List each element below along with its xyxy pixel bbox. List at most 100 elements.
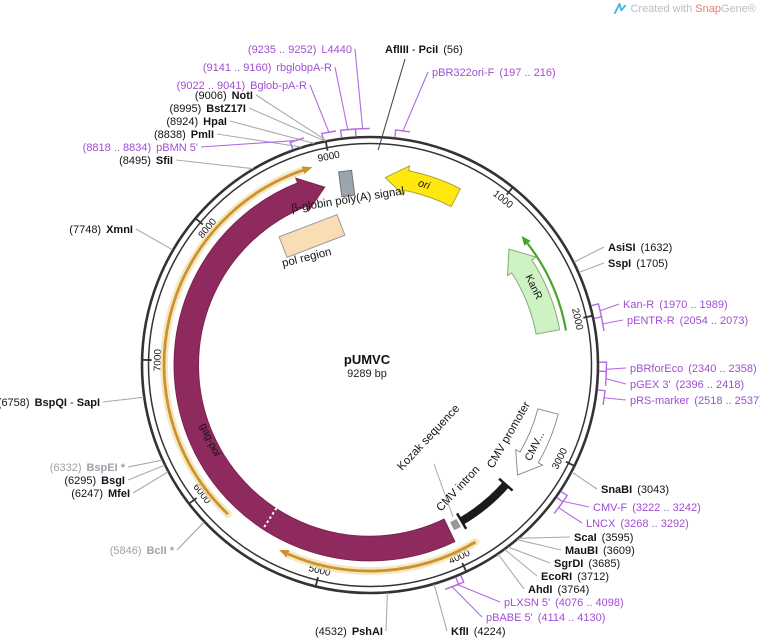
tick-1000: [506, 186, 514, 196]
site-label-pGEX-3-: pGEX 3' (2396 .. 2418): [630, 379, 744, 391]
primer-mark-pENTR-R: [594, 315, 605, 332]
callout-line-SspI: [578, 262, 605, 273]
feature-cmv-intron: [459, 482, 509, 525]
tick-label-7000: 7000: [152, 349, 164, 372]
callout-line-BspQI-SapI: [102, 396, 144, 403]
site-label-Kan-R: Kan-R (1970 .. 1989): [623, 299, 728, 311]
primer-mark-pBR322ori-F: [394, 129, 411, 138]
snapgene-logo-icon: [614, 2, 627, 15]
watermark: Created with SnapGene®: [613, 2, 756, 15]
watermark-created-with: Created with: [630, 2, 696, 15]
callout-line-MfeI: [132, 471, 169, 494]
callout-line-pBRforEco: [605, 367, 627, 370]
callout-line-BstZ17I: [248, 107, 326, 142]
primer-mark-pGEX-3-: [598, 370, 608, 386]
tick-label-1000: 1000: [491, 189, 516, 212]
site-label-pBRforEco: pBRforEco (2340 .. 2358): [630, 363, 757, 375]
tick-9000: [324, 141, 329, 151]
feature-kozak-sequence: [450, 518, 461, 531]
callout-line-AflIII-PciI: [377, 58, 406, 151]
cmv-intron-label: CMV intron: [434, 464, 482, 514]
site-label-BstZ17I: (8995) BstZ17I: [169, 103, 246, 115]
callout-line-pENTR-R: [602, 319, 624, 325]
site-label-EcoRI: EcoRI (3712): [541, 571, 609, 583]
callout-line-XmnI: [135, 228, 173, 251]
plasmid-name: pUMVC: [343, 352, 391, 367]
site-label-BspEI-: (6332) BspEI *: [50, 462, 126, 474]
callout-line-SnaBI: [571, 471, 598, 490]
site-label-pBR322ori-F: pBR322ori-F (197 .. 216): [432, 67, 556, 79]
kozak-label: Kozak sequence: [395, 403, 462, 473]
site-label-ScaI: ScaI (3595): [574, 532, 633, 544]
tick-label-3000: 3000: [550, 446, 570, 471]
tick-4000: [461, 562, 468, 573]
callout-line-AsiSI: [573, 246, 605, 263]
callout-line-L4440: [354, 48, 364, 130]
site-label-SgrDI: SgrDI (3685): [554, 558, 620, 570]
feature-kanr-cds-line: [526, 242, 568, 331]
callout-line-PmlI: [216, 133, 302, 148]
callout-line-PshAI: [385, 592, 388, 632]
feature-label-ori: ori: [417, 177, 432, 192]
primer-mark-pBMN-5-: [289, 137, 305, 150]
callout-line-pGEX-3-: [605, 377, 627, 385]
feature-transcript-2-arrowhead: [301, 166, 313, 174]
primer-mark-L4440: [354, 127, 370, 137]
callout-line-pBABE-5-: [451, 586, 483, 618]
site-label-NotI: (9006) NotI: [195, 90, 253, 102]
site-label-L4440: (9235 .. 9252) L4440: [248, 44, 352, 56]
primer-mark-pRS-marker: [597, 389, 606, 405]
tick-label-9000: 9000: [317, 150, 341, 165]
site-label-BsgI: (6295) BsgI: [64, 475, 125, 487]
callout-line-LNCX: [557, 506, 583, 524]
callout-line-Kan-R: [599, 303, 620, 312]
site-label-MauBI: MauBI (3609): [565, 545, 635, 557]
callout-line-BclI-: [176, 521, 205, 551]
callout-line-BsgI: [127, 464, 165, 481]
callout-segment-0: [433, 463, 454, 518]
callout-line-EcoRI: [504, 549, 538, 577]
feature-kanr: [506, 248, 561, 335]
site-label-PshAI: (4532) PshAI: [315, 626, 383, 638]
tick-3000: [565, 460, 575, 467]
site-label-pBMN-5-: (8818 .. 8834) pBMN 5': [83, 142, 198, 154]
tick-5000: [314, 576, 319, 587]
callout-line-ScaI: [518, 536, 571, 539]
site-label-XmnI: (7748) XmnI: [69, 224, 133, 236]
feature-cmv-intron-endcap-0: [498, 477, 514, 492]
watermark-brand: Snap: [695, 2, 721, 15]
callout-line-AhdI: [497, 553, 525, 590]
site-label-BspQI-SapI: (6758) BspQI - SapI: [0, 397, 100, 409]
feature-transcript-2: [162, 168, 304, 516]
callout-line-SgrDI: [507, 546, 551, 564]
feature-gag-pol-segment-divider: [261, 507, 278, 530]
callout-line-BspEI-: [127, 459, 163, 468]
callout-line-KflI: [433, 584, 448, 632]
feature-transcript-1: [287, 540, 477, 573]
site-label-LNCX: LNCX (3268 .. 3292): [586, 518, 689, 530]
backbone-outer-circle: [140, 135, 600, 595]
feature-gag-pol: [173, 177, 456, 562]
watermark-brand-suffix: Gene®: [720, 2, 756, 15]
feature-kanr-cds-line-arrowhead: [521, 236, 531, 246]
callout-line-MauBI: [517, 539, 562, 551]
feature-cmv-promoter: [515, 408, 559, 476]
feature-cmv-intron-endcap-1: [455, 512, 468, 530]
site-label-BclI-: (5846) BclI *: [110, 545, 175, 557]
primer-mark-LNCX: [553, 497, 564, 514]
feature-ori: [384, 165, 461, 208]
callout-line-pLXSN-5-: [456, 583, 501, 603]
site-label-KflI: KflI (4224): [451, 626, 506, 638]
site-label-pRS-marker: pRS-marker (2518 .. 2537): [630, 395, 760, 407]
site-label-SspI: SspI (1705): [608, 258, 668, 270]
site-label-AhdI: AhdI (3764): [528, 584, 589, 596]
callout-line-NotI: [255, 94, 327, 142]
plasmid-title: pUMVC 9289 bp: [344, 352, 390, 380]
callout-line-pBMN-5-: [200, 139, 298, 148]
site-label-pLXSN-5-: pLXSN 5' (4076 .. 4098): [504, 597, 624, 609]
callout-line-Bglob-pA-R: [309, 84, 330, 133]
site-label-CMV-F: CMV-F (3222 .. 3242): [593, 502, 701, 514]
site-label-rbglobpA-R: (9141 .. 9160) rbglobpA-R: [203, 62, 332, 74]
site-label-PmlI: (8838) PmlI: [154, 129, 214, 141]
